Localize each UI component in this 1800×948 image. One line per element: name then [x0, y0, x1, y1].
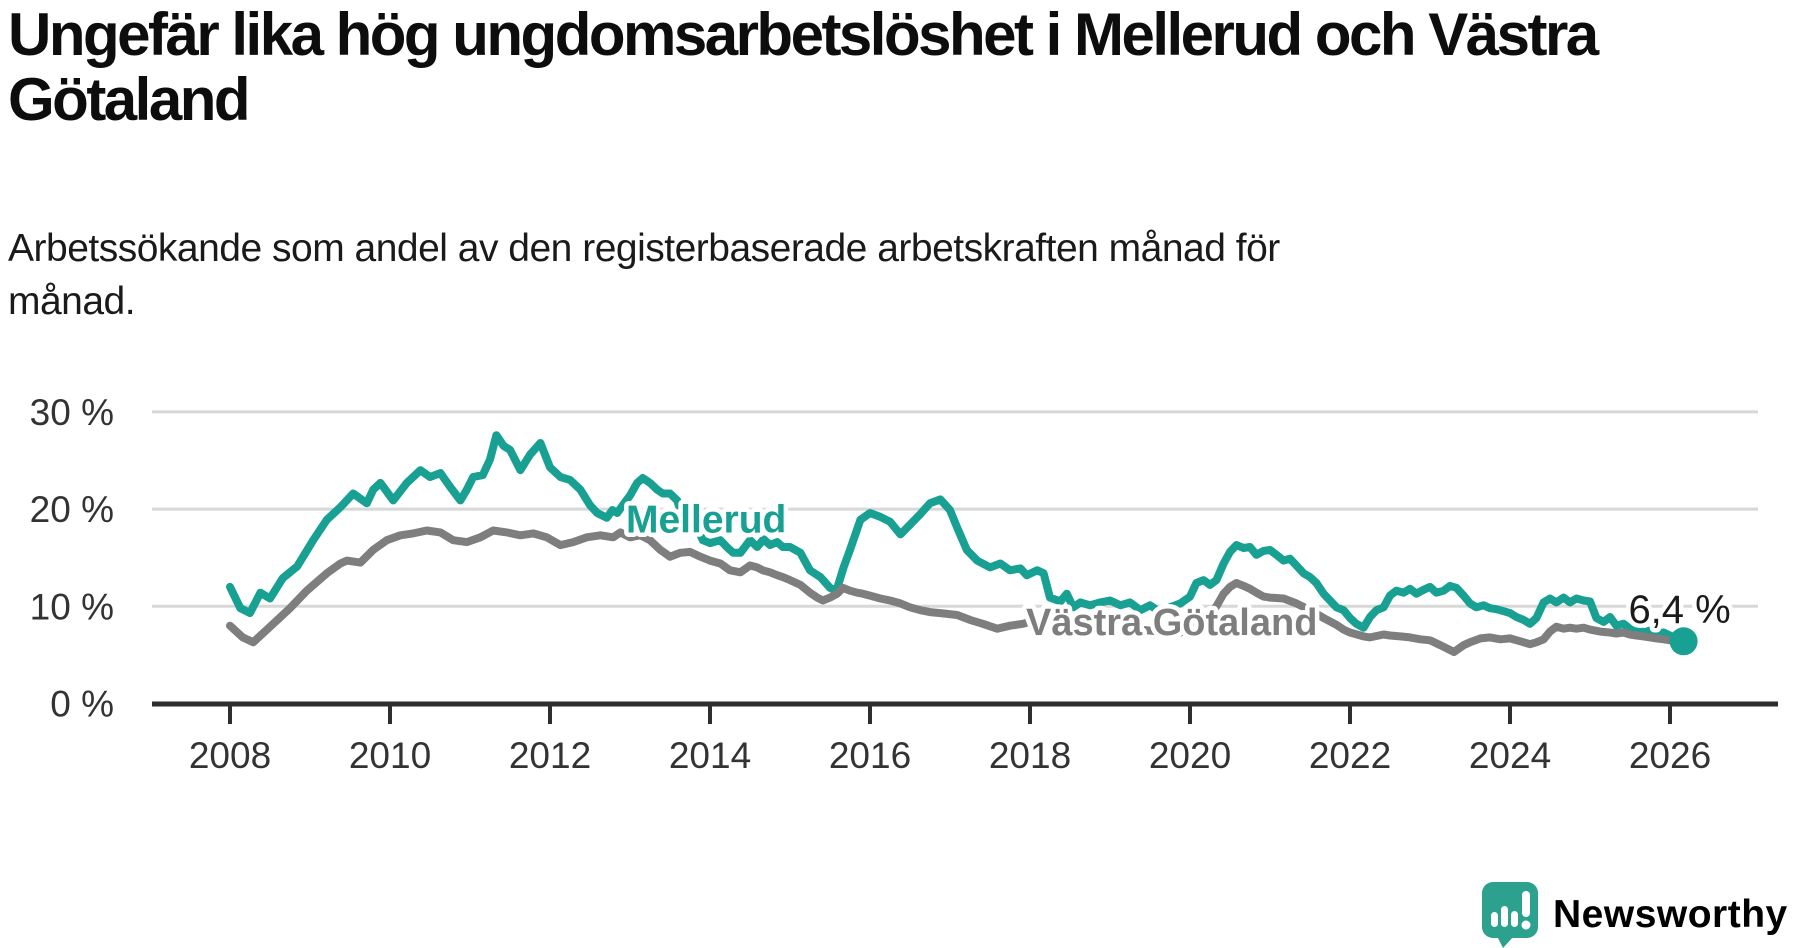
annotation-0: Mellerud: [626, 498, 786, 541]
chart-title: Ungefär lika hög ungdomsarbetslöshet i M…: [8, 1, 1599, 133]
x-tick-label-2014: 2014: [669, 735, 751, 776]
y-tick-label-30: 30 %: [30, 392, 114, 433]
series-line-mellerud: [226, 431, 1688, 646]
y-tick-label-10: 10 %: [30, 586, 114, 627]
x-tick-label-2008: 2008: [189, 735, 271, 776]
x-tick-label-2026: 2026: [1629, 735, 1711, 776]
x-tick-label-2018: 2018: [989, 735, 1071, 776]
latest-value-dot: [1669, 627, 1698, 656]
y-tick-label-0: 0 %: [50, 684, 114, 725]
series-line-v-stra-g-taland: [226, 526, 1688, 656]
annotation-2: 6,4 %: [1628, 588, 1730, 632]
x-tick-label-2020: 2020: [1149, 735, 1231, 776]
x-tick-label-2010: 2010: [349, 735, 431, 776]
x-tick-label-2022: 2022: [1309, 735, 1391, 776]
newsworthy-logo-text: Newsworthy: [1553, 893, 1788, 936]
newsworthy-logo-icon: [1482, 882, 1538, 948]
x-tick-label-2012: 2012: [509, 735, 591, 776]
x-tick-label-2024: 2024: [1469, 735, 1551, 776]
y-tick-label-20: 20 %: [30, 489, 114, 530]
x-tick-label-2016: 2016: [829, 735, 911, 776]
newsworthy-logo: Newsworthy: [1482, 882, 1788, 948]
annotation-1: Västra Götaland: [1026, 602, 1317, 644]
chart-subtitle: Arbetssökande som andel av den registerb…: [8, 227, 1280, 323]
